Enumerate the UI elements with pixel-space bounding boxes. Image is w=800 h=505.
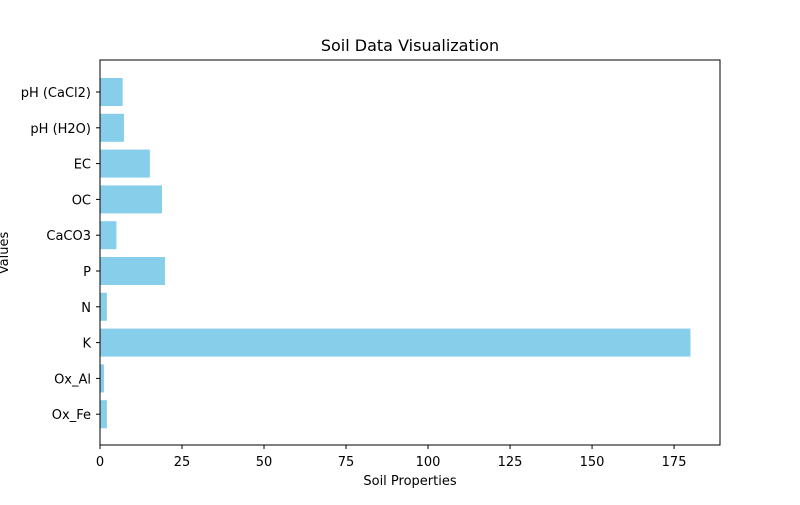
x-tick-label-75: 75	[338, 455, 355, 470]
y-tick-label-oc: OC	[72, 193, 91, 208]
x-tick-label-100: 100	[416, 455, 441, 470]
bar-ph-cacl2	[100, 78, 123, 106]
plot-frame	[99, 59, 721, 446]
bar-ox-fe	[100, 400, 107, 429]
y-axis-label: Values	[0, 232, 12, 275]
y-axis-ticks: pH (CaCl2) pH (H2O) EC OC CaCO3 P N K Ox_Al Ox_Fe	[21, 86, 100, 423]
y-tick-label-k: K	[82, 337, 91, 352]
y-tick-label-ox-fe: Ox_Fe	[52, 408, 91, 423]
chart-title: Soil Data Visualization	[321, 36, 499, 55]
x-tick-label-125: 125	[498, 455, 523, 470]
x-axis-label: Soil Properties	[363, 474, 456, 489]
x-tick-label-25: 25	[174, 455, 191, 470]
bar-k	[100, 328, 691, 357]
bar-p	[100, 257, 165, 285]
bar-ph-h2o	[100, 113, 124, 142]
x-tick-label-0: 0	[96, 455, 104, 470]
y-tick-label-ph-cacl2: pH (CaCl2)	[21, 86, 91, 101]
y-tick-label-ec: EC	[74, 158, 91, 173]
y-tick-label-ox-al: Ox_Al	[54, 372, 91, 387]
bar-ec	[100, 149, 150, 178]
x-axis-ticks: 0 25 50 75 100 125 150 175	[96, 445, 687, 470]
x-tick-label-175: 175	[662, 455, 687, 470]
y-tick-label-p: P	[83, 265, 91, 280]
y-tick-label-caco3: CaCO3	[46, 229, 91, 244]
bar-ox-al	[100, 364, 104, 393]
bar-caco3	[100, 221, 117, 250]
y-tick-label-ph-h2o: pH (H2O)	[30, 122, 91, 137]
x-tick-label-150: 150	[580, 455, 605, 470]
bar-oc	[100, 185, 162, 214]
bar-n	[100, 292, 107, 321]
y-tick-label-n: N	[81, 301, 91, 316]
x-tick-label-50: 50	[256, 455, 273, 470]
bars-layer	[100, 78, 691, 429]
